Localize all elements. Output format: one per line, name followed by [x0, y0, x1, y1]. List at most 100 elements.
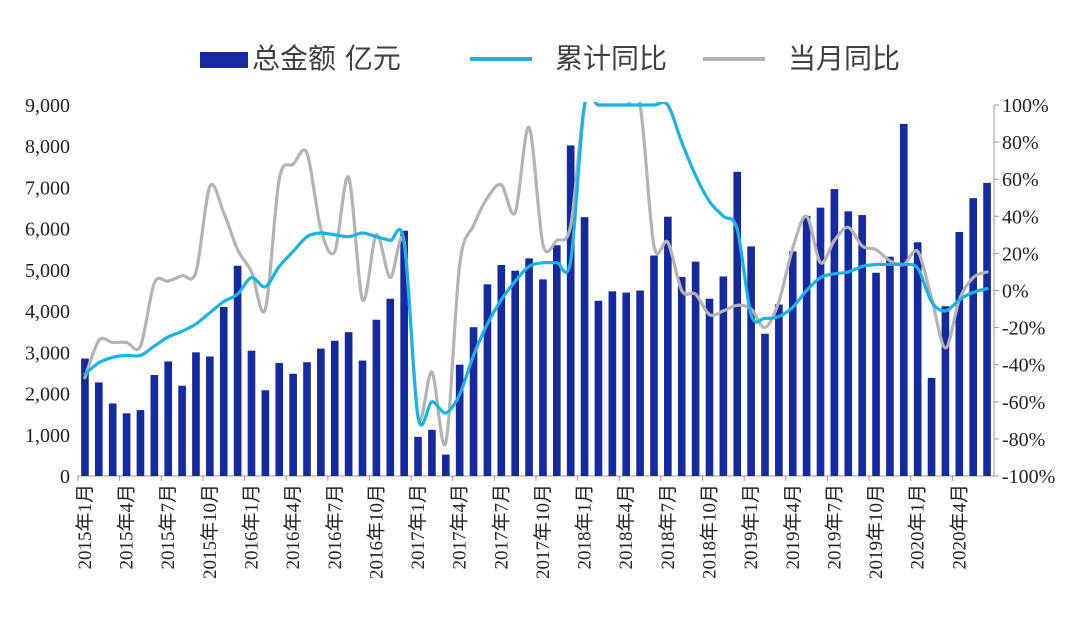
right-y-tick-label: 40%: [1002, 206, 1039, 228]
bar: [650, 255, 658, 476]
bar: [108, 403, 117, 476]
bar: [525, 258, 533, 476]
bar: [95, 382, 103, 476]
x-tick-label: 2018年7月: [657, 484, 679, 570]
right-y-tick-label: -20%: [1002, 318, 1045, 340]
x-tick-label: 2020年4月: [948, 484, 970, 570]
bar: [178, 385, 186, 476]
left-y-tick-label: 2,000: [25, 384, 70, 406]
bar: [858, 215, 866, 476]
bar: [955, 231, 964, 476]
legend-bar-swatch: [200, 52, 248, 68]
bar: [400, 230, 408, 476]
x-tick-label: 2015年1月: [74, 484, 96, 570]
bar: [164, 361, 173, 476]
x-axis: 2015年1月 2015年4月 2015年7月 2015年10月 2016年1月 2016…: [74, 475, 994, 579]
left-y-tick-label: 6,000: [25, 219, 70, 241]
bar: [705, 298, 714, 476]
right-y-tick-label: -80%: [1002, 429, 1045, 451]
cumulative-yoy-line: [83, 102, 989, 427]
bar: [816, 207, 825, 477]
right-y-tick-label: 0%: [1002, 281, 1029, 303]
x-tick-label: 2019年7月: [823, 484, 845, 570]
left-y-tick-label: 3,000: [25, 342, 70, 364]
bar: [677, 276, 686, 476]
left-y-tick-label: 0: [60, 466, 70, 488]
monthly-yoy-line: [83, 102, 989, 447]
bar: [497, 264, 506, 476]
bar: [983, 182, 991, 476]
bar-series: [81, 123, 991, 477]
x-tick-label: 2017年7月: [490, 484, 512, 570]
bar: [608, 291, 617, 476]
bar: [358, 360, 367, 476]
bar: [802, 215, 811, 477]
right-y-tick-label: -60%: [1002, 392, 1045, 414]
left-y-tick-label: 1,000: [25, 425, 70, 447]
bar: [247, 350, 256, 476]
bar: [81, 358, 89, 476]
x-tick-label: 2018年1月: [574, 484, 596, 570]
x-tick-label: 2015年10月: [199, 484, 221, 579]
bar: [941, 306, 950, 476]
bar: [206, 356, 214, 476]
x-tick-label: 2019年4月: [782, 484, 804, 570]
bar: [122, 413, 131, 476]
x-tick-label: 2016年10月: [365, 484, 387, 579]
bar: [414, 436, 422, 476]
bar: [733, 171, 742, 476]
bar: [886, 256, 894, 476]
legend-cumulative-label: 累计同比: [555, 42, 667, 75]
legend-bar-label: 总金额 亿元: [252, 42, 401, 75]
bar: [594, 300, 603, 476]
bar: [580, 217, 589, 476]
left-y-tick-label: 5,000: [25, 260, 70, 282]
bar: [303, 362, 311, 476]
bar: [553, 245, 561, 476]
line-series: [83, 102, 989, 447]
bar: [636, 290, 644, 476]
x-tick-label: 2019年1月: [740, 484, 762, 570]
x-tick-label: 2018年10月: [698, 484, 720, 579]
bar: [761, 333, 769, 476]
x-tick-label: 2019年10月: [865, 484, 887, 579]
left-y-axis: 9,000 8,000 7,000 6,000 5,000 4,000 3,000 2,000…: [25, 95, 70, 488]
bar: [719, 276, 728, 476]
bar: [511, 270, 519, 476]
x-tick-label: 2017年4月: [449, 484, 471, 570]
bar: [483, 284, 492, 476]
bar: [913, 242, 922, 476]
bar: [136, 410, 145, 476]
bar: [927, 377, 936, 476]
x-tick-label: 2017年10月: [532, 484, 554, 579]
right-y-tick-label: -100%: [1002, 466, 1055, 488]
legend: 总金额 亿元 累计同比 当月同比: [200, 42, 900, 75]
right-y-tick-label: -40%: [1002, 355, 1045, 377]
bar: [566, 145, 575, 477]
x-tick-label: 2015年4月: [116, 484, 138, 570]
left-y-tick-label: 4,000: [25, 301, 70, 323]
bar: [664, 216, 672, 476]
bar: [289, 373, 297, 476]
left-y-tick-label: 7,000: [25, 177, 70, 199]
bar: [150, 375, 159, 476]
bar: [788, 251, 797, 476]
bar: [899, 123, 908, 476]
x-tick-label: 2016年7月: [324, 484, 346, 570]
bar: [622, 292, 631, 476]
bar: [219, 306, 228, 476]
bar: [469, 327, 478, 476]
x-tick-label: 2016年4月: [282, 484, 304, 570]
bar: [372, 319, 381, 476]
bar: [830, 189, 839, 477]
left-y-tick-label: 9,000: [25, 95, 70, 117]
x-tick-label: 2015年7月: [157, 484, 179, 570]
right-y-tick-label: 100%: [1002, 95, 1049, 117]
x-tick-label: 2017年1月: [407, 484, 429, 570]
right-y-tick-label: 60%: [1002, 169, 1039, 191]
bar: [233, 265, 242, 476]
bar: [386, 298, 395, 476]
bar: [691, 261, 700, 476]
legend-monthly-label: 当月同比: [788, 42, 900, 75]
bar: [844, 211, 853, 476]
